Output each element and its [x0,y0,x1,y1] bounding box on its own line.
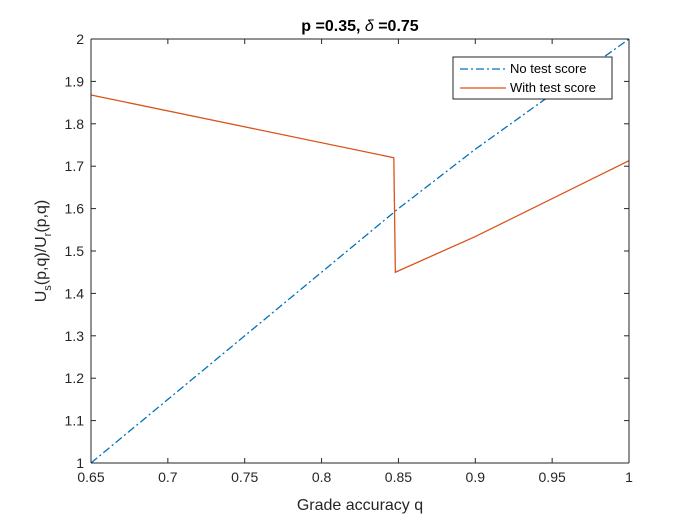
y-label-end: (p,q) [33,200,50,233]
x-tick-labels: 0.65 0.7 0.75 0.8 0.85 0.9 0.95 1 [77,469,633,485]
y-label-middle: (p,q)/U [33,236,50,285]
y-axis-label: Us(p,q)/Ur(p,q) [33,200,54,303]
legend: No test score With test score [452,56,613,100]
x-tick-label: 0.7 [158,469,178,485]
x-tick-label: 0.65 [77,469,104,485]
y-label-sub-r: r [42,232,54,236]
x-axis-label: Grade accuracy q [297,497,423,514]
y-tick-label: 1.4 [65,285,85,301]
chart-title: p =0.35, δ =0.75 [301,18,419,35]
legend-label-no-test-score: No test score [510,61,587,76]
y-tick-label: 1.3 [65,328,85,344]
title-delta-part: =0.75 [374,18,419,35]
x-tick-label: 1 [625,469,633,485]
x-tick-label: 0.95 [539,469,566,485]
axes [90,38,630,464]
y-tick-label: 1.8 [65,116,85,132]
x-tick-label: 0.75 [231,469,258,485]
y-tick-label: 1.7 [65,158,85,174]
title-delta-symbol: δ [365,18,375,35]
y-tick-label: 1.2 [65,370,85,386]
y-tick-label: 1 [76,455,84,471]
title-p-part: p =0.35, [301,18,365,35]
x-tick-label: 0.9 [466,469,486,485]
x-tick-label: 0.85 [385,469,412,485]
legend-label-with-test-score: With test score [510,80,596,95]
y-label-u-s: U [33,291,50,303]
plot-area [91,39,629,463]
series-line-with-test-score [90,94,630,274]
y-tick-label: 1.5 [65,243,85,259]
series-line-no-test-score [90,38,630,464]
y-tick-label: 1.9 [65,73,85,89]
y-tick-label: 1.1 [65,413,85,429]
y-tick-labels: 1 1.1 1.2 1.3 1.4 1.5 1.6 1.7 1.8 1.9 2 [65,31,85,471]
y-tick-label: 1.6 [65,201,85,217]
x-tick-label: 0.8 [312,469,332,485]
y-label-sub-s: s [42,285,54,291]
series-layer [90,38,630,464]
y-tick-label: 2 [76,31,84,47]
legend-box [452,56,613,100]
